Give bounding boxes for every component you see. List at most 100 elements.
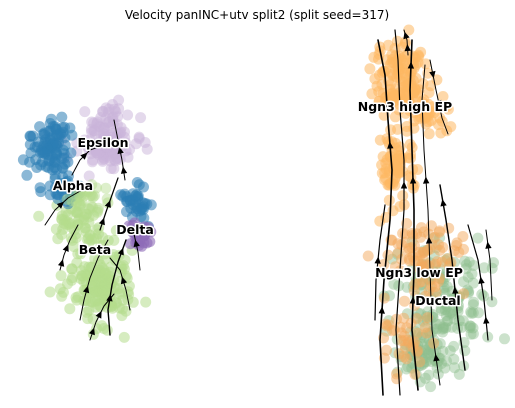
cell-point-ductal <box>445 306 457 318</box>
cell-point-ngn3-high-ep <box>394 201 406 212</box>
cell-point-ngn3-high-ep <box>379 167 391 179</box>
cell-point-ductal <box>465 306 477 318</box>
cell-point-alpha <box>115 189 127 201</box>
cell-point-beta <box>82 203 94 215</box>
cell-point-beta <box>100 182 112 194</box>
cell-point-epsilon <box>105 163 117 174</box>
cell-point-ductal <box>439 304 451 316</box>
cell-point-beta <box>98 323 110 334</box>
cell-point-ngn3-high-ep <box>403 24 415 36</box>
streamline-arrowhead <box>404 44 411 52</box>
cell-point-ngn3-low-ep <box>411 346 423 358</box>
cell-point-ngn3-low-ep <box>445 257 457 269</box>
cell-point-alpha <box>130 190 141 202</box>
streamline <box>439 184 466 371</box>
cell-point-beta <box>70 197 82 209</box>
cell-point-ngn3-high-ep <box>422 67 434 79</box>
cell-point-beta <box>92 202 104 214</box>
streamline-arrowhead <box>440 199 447 207</box>
cell-point-epsilon <box>79 106 91 118</box>
cell-point-epsilon <box>83 170 95 182</box>
cell-point-alpha <box>56 111 68 123</box>
cell-point-beta <box>110 225 122 236</box>
cell-point-ductal <box>446 321 458 333</box>
cell-point-ngn3-high-ep <box>383 194 395 206</box>
cell-point-beta <box>86 261 98 273</box>
streamline-arrowhead <box>478 276 485 284</box>
streamline <box>107 239 127 336</box>
cell-point-beta <box>103 271 115 283</box>
cell-point-ductal <box>430 318 442 330</box>
cell-point-beta <box>70 206 82 218</box>
streamline-arrowhead <box>95 310 102 319</box>
cell-point-alpha <box>21 169 33 181</box>
cell-point-beta <box>55 270 67 282</box>
cell-point-ductal <box>420 344 432 356</box>
cell-point-beta <box>87 191 99 203</box>
cell-point-ngn3-high-ep <box>397 190 409 202</box>
cell-point-beta <box>72 214 84 226</box>
cell-point-beta <box>84 190 96 202</box>
cluster-label-beta: Beta <box>79 242 111 257</box>
cell-point-beta <box>79 185 91 197</box>
cell-point-alpha <box>59 139 71 151</box>
cell-point-beta <box>70 292 82 304</box>
cell-point-ductal <box>380 268 392 280</box>
streamline-arrowhead <box>427 296 435 304</box>
cell-point-beta <box>86 234 97 246</box>
cell-point-ductal <box>436 358 447 369</box>
plot-title: Velocity panINC+utv split2 (split seed=3… <box>125 8 389 22</box>
cell-point-beta <box>56 229 68 240</box>
cell-point-ngn3-low-ep <box>388 324 400 336</box>
cell-point-ngn3-low-ep <box>398 351 410 363</box>
cell-point-ductal <box>460 263 472 275</box>
velocity-streamlines <box>44 29 493 396</box>
cell-point-beta <box>54 283 66 295</box>
cell-point-ductal <box>436 305 447 316</box>
cell-point-ngn3-low-ep <box>415 262 427 274</box>
cell-point-beta <box>79 222 91 234</box>
cell-point-ductal <box>446 293 458 305</box>
cell-point-ductal <box>441 355 452 367</box>
cell-point-beta <box>66 263 78 275</box>
cell-point-epsilon <box>122 151 134 163</box>
cell-point-beta <box>118 331 130 343</box>
streamline <box>485 229 493 301</box>
cell-point-ductal <box>425 356 437 367</box>
cell-point-ngn3-low-ep <box>389 261 401 273</box>
cell-point-ductal <box>419 372 431 384</box>
cell-point-epsilon <box>133 133 145 144</box>
cell-point-ngn3-high-ep <box>377 151 389 163</box>
cell-point-beta <box>73 188 85 199</box>
cell-point-ductal <box>430 346 442 358</box>
cell-point-ductal <box>466 268 478 280</box>
streamline-arrowhead <box>485 241 492 249</box>
cell-point-ductal <box>499 333 510 345</box>
cell-point-delta <box>126 226 138 238</box>
cell-point-ductal <box>442 306 454 317</box>
cell-point-alpha <box>59 121 70 133</box>
cell-point-epsilon <box>86 156 98 168</box>
streamline-arrowhead <box>423 176 430 184</box>
cell-point-alpha <box>121 206 132 218</box>
streamline-arrowhead <box>425 236 433 244</box>
cell-point-ductal <box>437 326 449 338</box>
cell-point-ngn3-high-ep <box>442 103 454 115</box>
cell-point-ngn3-low-ep <box>434 225 445 237</box>
cell-point-beta <box>83 211 95 223</box>
streamline-arrowhead <box>407 61 415 69</box>
cell-point-ductal <box>440 310 452 322</box>
streamline-arrowhead <box>409 296 417 304</box>
cell-point-ngn3-low-ep <box>382 249 394 261</box>
cell-point-ductal <box>437 323 449 335</box>
cell-point-ductal <box>476 288 488 300</box>
cell-point-beta <box>81 185 93 197</box>
streamline-arrowhead <box>133 239 140 248</box>
cell-point-alpha <box>31 162 43 173</box>
cell-point-ngn3-low-ep <box>378 258 390 270</box>
cell-point-epsilon <box>122 109 134 121</box>
cell-point-ductal <box>448 340 460 352</box>
cell-point-beta <box>33 210 45 222</box>
cell-point-beta <box>86 190 98 201</box>
cell-point-ngn3-low-ep <box>380 318 392 330</box>
